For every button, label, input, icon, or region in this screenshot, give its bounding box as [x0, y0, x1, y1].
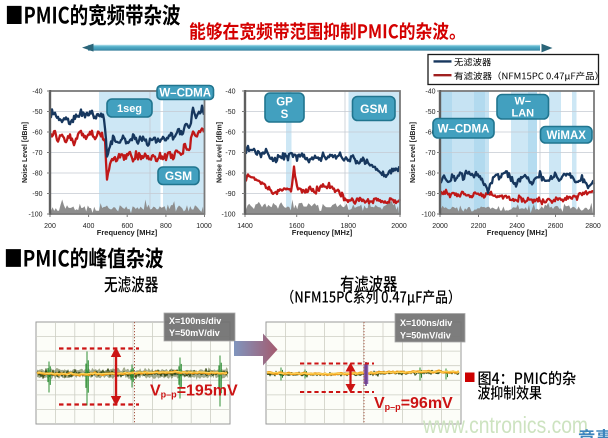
svg-text:W–: W– — [515, 96, 532, 108]
svg-text:400: 400 — [83, 223, 95, 230]
svg-text:-50: -50 — [32, 109, 42, 116]
svg-text:X=100ns/div: X=100ns/div — [400, 318, 452, 328]
svg-text:1800: 1800 — [341, 223, 357, 230]
svg-text:800: 800 — [160, 223, 172, 230]
svg-text:-100: -100 — [28, 212, 42, 219]
svg-text:GSM: GSM — [165, 169, 192, 183]
svg-text:GP: GP — [276, 96, 293, 108]
svg-text:-70: -70 — [32, 150, 42, 157]
svg-text:200: 200 — [44, 223, 56, 230]
svg-text:-70: -70 — [225, 150, 235, 157]
svg-text:2000: 2000 — [432, 223, 448, 230]
svg-text:-90: -90 — [225, 191, 235, 198]
svg-text:600: 600 — [121, 223, 133, 230]
svg-text:1seg: 1seg — [117, 103, 142, 115]
svg-text:-40: -40 — [32, 89, 42, 96]
svg-text:-70: -70 — [425, 150, 435, 157]
svg-text:-90: -90 — [425, 191, 435, 198]
svg-text:Noise Level [dBm]: Noise Level [dBm] — [410, 122, 417, 183]
svg-text:WiMAX: WiMAX — [546, 130, 586, 142]
svg-text:Y=50mV/div: Y=50mV/div — [400, 331, 451, 341]
svg-text:LAN: LAN — [511, 108, 534, 120]
svg-text:-100: -100 — [221, 212, 235, 219]
svg-text:-90: -90 — [32, 191, 42, 198]
svg-text:GSM: GSM — [360, 102, 387, 116]
svg-text:S: S — [281, 109, 289, 121]
svg-text:-60: -60 — [425, 130, 435, 137]
svg-text:-40: -40 — [425, 89, 435, 96]
svg-text:1000: 1000 — [196, 223, 212, 230]
svg-text:-50: -50 — [225, 109, 235, 116]
svg-text:Frequency [MHz]: Frequency [MHz] — [292, 228, 353, 237]
svg-text:-60: -60 — [225, 130, 235, 137]
svg-text:1600: 1600 — [289, 223, 305, 230]
svg-text:Y=50mV/div: Y=50mV/div — [169, 328, 220, 338]
svg-text:-80: -80 — [225, 171, 235, 178]
svg-text:2600: 2600 — [548, 223, 564, 230]
svg-text:-80: -80 — [425, 171, 435, 178]
svg-text:-50: -50 — [425, 109, 435, 116]
svg-text:www.cntronics.com: www.cntronics.com — [422, 412, 588, 438]
svg-text:W–CDMA: W–CDMA — [438, 123, 490, 135]
svg-text:-100: -100 — [421, 212, 435, 219]
svg-text:2400: 2400 — [509, 223, 525, 230]
svg-text:-80: -80 — [32, 171, 42, 178]
svg-text:Noise Level [dBm]: Noise Level [dBm] — [22, 122, 29, 183]
svg-text:X=100ns/div: X=100ns/div — [169, 316, 221, 326]
svg-text:Frequency [MHz]: Frequency [MHz] — [97, 228, 158, 237]
svg-text:-60: -60 — [32, 130, 42, 137]
svg-text:1400: 1400 — [237, 223, 253, 230]
svg-text:W–CDMA: W–CDMA — [159, 88, 211, 100]
svg-text:2800: 2800 — [585, 223, 601, 230]
svg-text:2000: 2000 — [391, 223, 407, 230]
svg-text:Frequency [MHz]: Frequency [MHz] — [487, 228, 548, 237]
svg-text:Vp–p=195mV: Vp–p=195mV — [150, 383, 238, 400]
svg-text:-40: -40 — [225, 89, 235, 96]
svg-text:Noise Level [dBm]: Noise Level [dBm] — [217, 122, 224, 183]
svg-text:2200: 2200 — [471, 223, 487, 230]
